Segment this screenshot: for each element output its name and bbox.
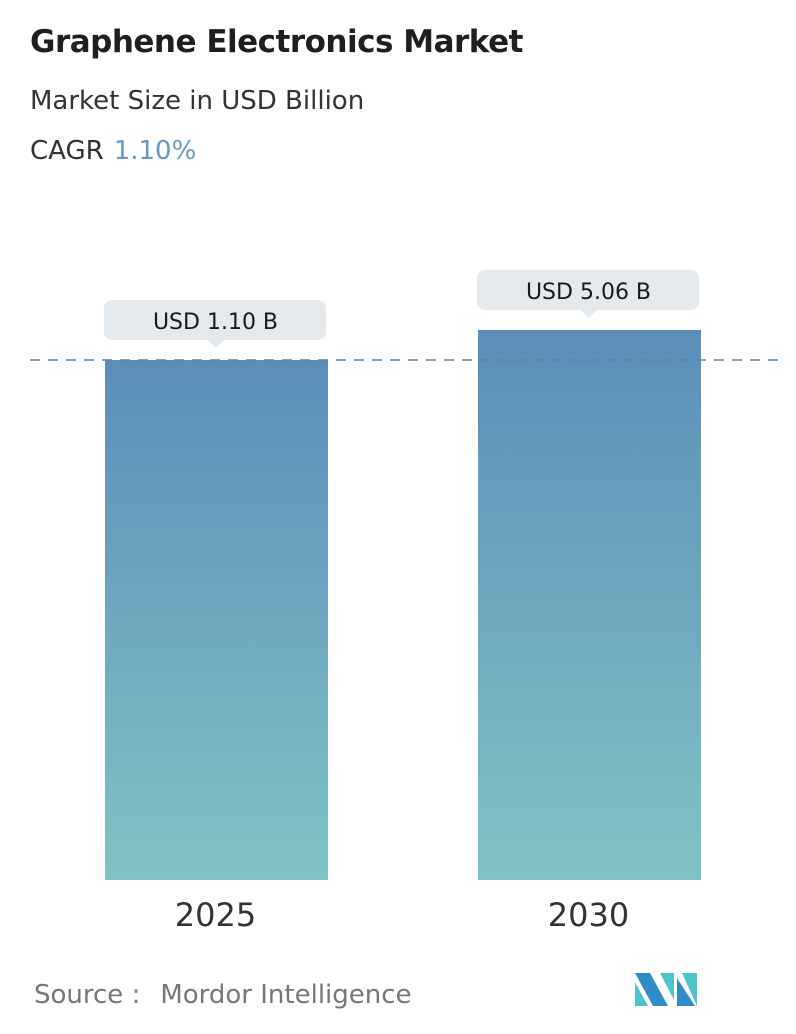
data-label-text: USD 5.06 B bbox=[526, 280, 651, 305]
bar-2030 bbox=[478, 329, 701, 880]
x-tick-label: 2030 bbox=[548, 896, 629, 934]
chart-subtitle: Market Size in USD Billion bbox=[30, 86, 365, 116]
source-label: Source : bbox=[34, 980, 141, 1010]
chart-title: Graphene Electronics Market bbox=[30, 24, 523, 60]
source: Source : Mordor Intelligence bbox=[34, 980, 412, 1010]
cagr-value: 1.10% bbox=[113, 136, 197, 166]
x-tick-label: 2025 bbox=[175, 896, 256, 934]
source-value: Mordor Intelligence bbox=[160, 980, 412, 1010]
cagr: CAGR 1.10% bbox=[30, 136, 196, 166]
cagr-label: CAGR bbox=[30, 136, 104, 166]
data-label-text: USD 1.10 B bbox=[153, 310, 278, 335]
data-label-2025: USD 1.10 B bbox=[104, 299, 326, 348]
data-label-2030: USD 5.06 B bbox=[477, 269, 699, 318]
bar-2025 bbox=[105, 359, 328, 880]
